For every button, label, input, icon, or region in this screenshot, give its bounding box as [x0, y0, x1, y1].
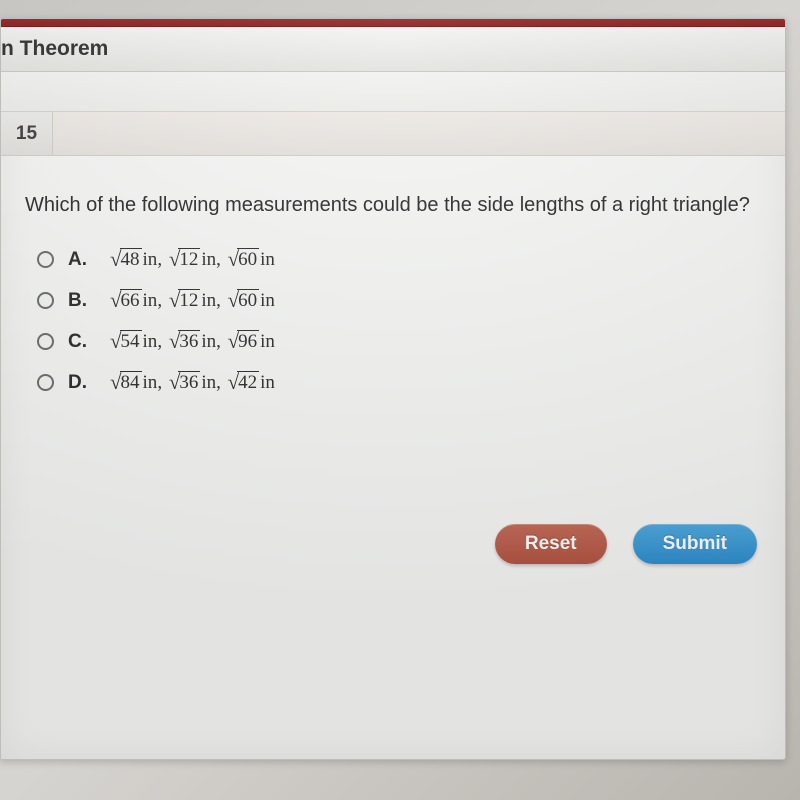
submit-button[interactable]: Submit	[633, 524, 757, 564]
question-number-bar: 15	[1, 112, 785, 156]
radio-a[interactable]	[37, 251, 54, 268]
quiz-panel: n Theorem 15 Which of the following meas…	[0, 18, 786, 760]
header-spacer	[1, 72, 785, 112]
question-prompt: Which of the following measurements coul…	[25, 194, 775, 217]
screen-photo: n Theorem 15 Which of the following meas…	[0, 0, 800, 800]
option-d[interactable]: D. √84in, √36in, √42in	[25, 362, 775, 403]
header: n Theorem	[1, 27, 785, 72]
option-label-b: B.	[68, 290, 94, 312]
option-text-c: √54in, √36in, √96in	[108, 329, 275, 354]
option-label-c: C.	[68, 331, 94, 353]
option-a[interactable]: A. √48in, √12in, √60in	[25, 239, 775, 280]
option-label-d: D.	[68, 372, 94, 394]
radio-d[interactable]	[37, 374, 54, 391]
radio-c[interactable]	[37, 333, 54, 350]
radio-b[interactable]	[37, 292, 54, 309]
question-number: 15	[1, 112, 53, 155]
top-accent-bar	[1, 19, 785, 27]
option-label-a: A.	[68, 249, 94, 271]
option-c[interactable]: C. √54in, √36in, √96in	[25, 321, 775, 362]
option-text-d: √84in, √36in, √42in	[108, 370, 275, 395]
option-text-a: √48in, √12in, √60in	[108, 247, 275, 272]
option-text-b: √66in, √12in, √60in	[108, 288, 275, 313]
question-content: Which of the following measurements coul…	[1, 156, 785, 403]
option-b[interactable]: B. √66in, √12in, √60in	[25, 280, 775, 321]
options-list: A. √48in, √12in, √60in B. √66in, √12in, …	[25, 239, 775, 403]
reset-button[interactable]: Reset	[495, 524, 607, 564]
button-row: Reset Submit	[495, 524, 757, 564]
page-title: n Theorem	[1, 37, 785, 61]
